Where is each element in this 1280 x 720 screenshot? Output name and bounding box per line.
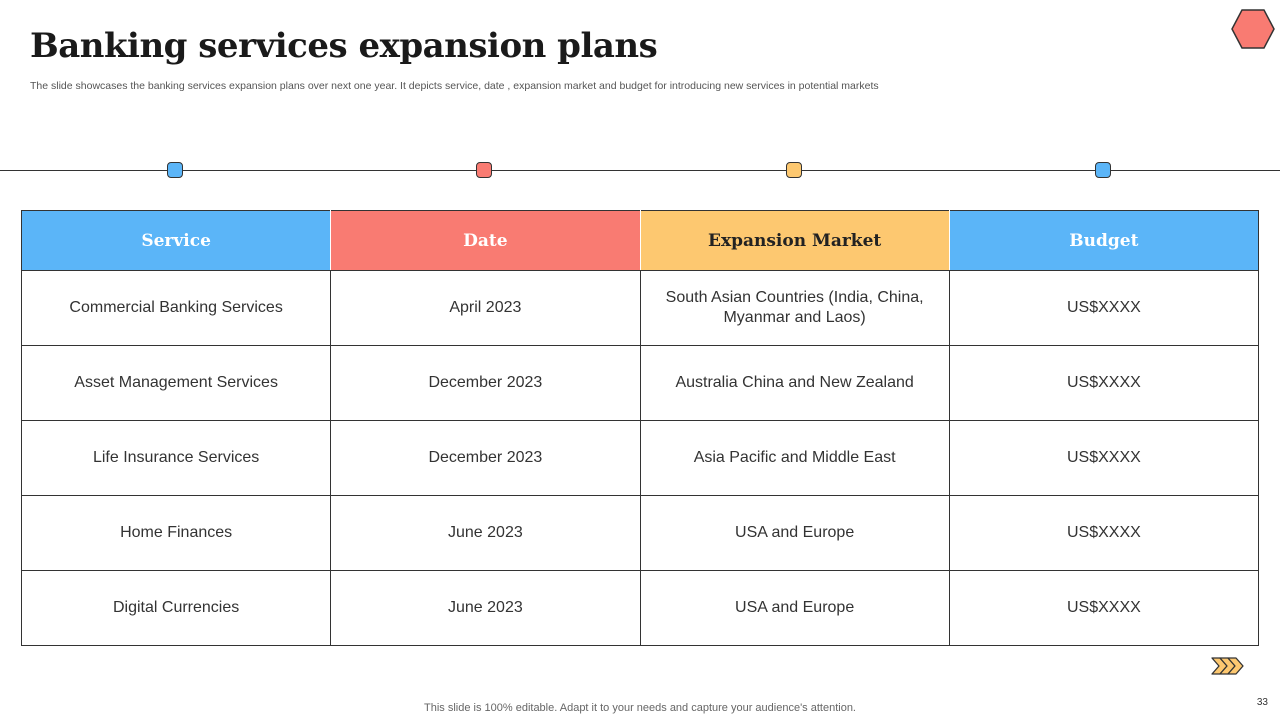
- expansion-plan-table: Service Date Expansion Market Budget Com…: [20, 210, 1260, 646]
- table-row: Digital Currencies June 2023 USA and Eur…: [20, 570, 1260, 646]
- timeline-line: [0, 170, 1280, 171]
- cell-date: June 2023: [330, 570, 641, 646]
- cell-service: Asset Management Services: [20, 345, 332, 421]
- timeline-node-service: [167, 162, 183, 178]
- forward-arrows-icon[interactable]: [1210, 655, 1246, 677]
- table-row: Life Insurance Services December 2023 As…: [20, 420, 1260, 496]
- cell-budget: US$XXXX: [948, 495, 1260, 571]
- cell-date: June 2023: [330, 495, 641, 571]
- header-expansion-market: Expansion Market: [639, 210, 950, 271]
- cell-service: Life Insurance Services: [20, 420, 332, 496]
- cell-date: December 2023: [330, 420, 641, 496]
- cell-market: USA and Europe: [639, 570, 950, 646]
- table-row: Asset Management Services December 2023 …: [20, 345, 1260, 421]
- timeline-node-budget: [1095, 162, 1111, 178]
- cell-date: April 2023: [330, 270, 641, 346]
- cell-market: South Asian Countries (India, China, Mya…: [639, 270, 950, 346]
- page-number: 33: [1256, 697, 1268, 708]
- slide-subtitle: The slide showcases the banking services…: [30, 80, 879, 92]
- cell-budget: US$XXXX: [948, 270, 1260, 346]
- header-date: Date: [330, 210, 641, 271]
- header-service: Service: [20, 210, 332, 271]
- timeline-node-date: [476, 162, 492, 178]
- cell-market: Australia China and New Zealand: [639, 345, 950, 421]
- footer-note: This slide is 100% editable. Adapt it to…: [424, 702, 856, 714]
- cell-date: December 2023: [330, 345, 641, 421]
- cell-budget: US$XXXX: [948, 570, 1260, 646]
- header-budget: Budget: [948, 210, 1260, 271]
- cell-market: Asia Pacific and Middle East: [639, 420, 950, 496]
- cell-service: Digital Currencies: [20, 570, 332, 646]
- timeline-node-market: [786, 162, 802, 178]
- cell-budget: US$XXXX: [948, 420, 1260, 496]
- table-row: Commercial Banking Services April 2023 S…: [20, 270, 1260, 346]
- table-header-row: Service Date Expansion Market Budget: [20, 210, 1260, 271]
- cell-service: Home Finances: [20, 495, 332, 571]
- slide-title: Banking services expansion plans: [30, 26, 658, 66]
- hexagon-icon: [1231, 9, 1275, 49]
- table-row: Home Finances June 2023 USA and Europe U…: [20, 495, 1260, 571]
- cell-service: Commercial Banking Services: [20, 270, 332, 346]
- cell-budget: US$XXXX: [948, 345, 1260, 421]
- cell-market: USA and Europe: [639, 495, 950, 571]
